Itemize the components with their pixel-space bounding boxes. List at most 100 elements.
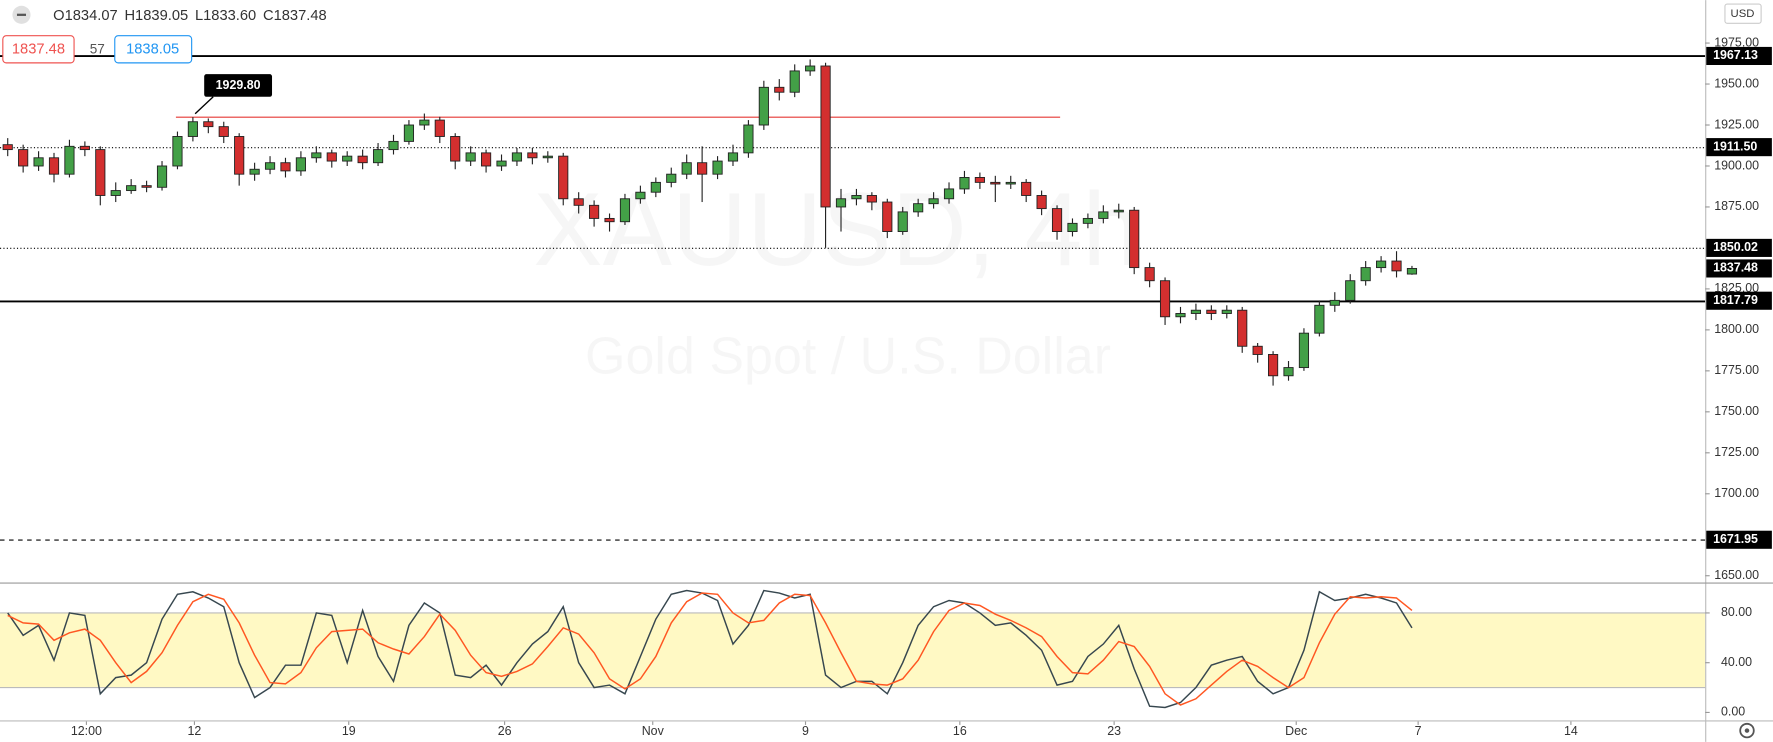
x-tick-label: 7 bbox=[1415, 724, 1422, 738]
price-label: 1911.50 bbox=[1713, 139, 1757, 153]
open-value: O1834.07 bbox=[53, 8, 118, 24]
candle-body bbox=[172, 136, 183, 167]
candle-body bbox=[712, 160, 723, 175]
candle-body bbox=[1159, 280, 1171, 318]
candle-body bbox=[558, 155, 569, 200]
candle-body bbox=[249, 168, 260, 175]
y-tick-label: 1975.00 bbox=[1714, 35, 1759, 49]
candle-body bbox=[1098, 211, 1109, 219]
y-tick-label: 1750.00 bbox=[1714, 404, 1759, 418]
candle-body bbox=[589, 204, 600, 219]
candle-body bbox=[882, 201, 893, 232]
x-tick-label: Nov bbox=[642, 724, 665, 738]
x-tick-label: 9 bbox=[802, 724, 809, 738]
candle-body bbox=[619, 198, 631, 223]
y-tick-label: 1800.00 bbox=[1714, 322, 1759, 336]
ohlc-values: O1834.07 H1839.05 L1833.60 C1837.48 bbox=[53, 8, 327, 24]
candle-body bbox=[835, 198, 847, 208]
candle-body bbox=[1267, 354, 1279, 377]
candle-body bbox=[342, 155, 353, 162]
overbought-band bbox=[0, 612, 1706, 688]
x-tick-label: 16 bbox=[953, 724, 967, 738]
candle-body bbox=[1376, 260, 1387, 269]
sell-button[interactable] bbox=[2, 35, 75, 64]
x-tick-label: Dec bbox=[1285, 724, 1307, 738]
candle-body bbox=[1067, 222, 1078, 232]
buy-button[interactable] bbox=[114, 35, 193, 64]
candle-body bbox=[1298, 332, 1310, 369]
y-tick-label: 1725.00 bbox=[1714, 445, 1759, 459]
candle-body bbox=[141, 185, 152, 188]
candle-body bbox=[1345, 280, 1356, 301]
spread: 57 bbox=[90, 41, 105, 56]
price-label: 1967.13 bbox=[1713, 48, 1758, 62]
candle-body bbox=[697, 162, 708, 175]
header: O1834.07 H1839.05 L1833.60 C1837.48 1837.48… bbox=[2, 3, 1762, 64]
gear-center bbox=[1744, 728, 1750, 733]
candle-body bbox=[1360, 267, 1371, 282]
price-label-box bbox=[1706, 46, 1772, 66]
candle-body bbox=[450, 136, 461, 162]
candle-body bbox=[943, 188, 955, 200]
candle-body bbox=[542, 155, 553, 159]
candle-body bbox=[851, 195, 862, 200]
candle-body bbox=[496, 160, 507, 167]
candle-body bbox=[866, 195, 877, 203]
price-label: 1837.48 bbox=[1713, 261, 1758, 275]
candle-body bbox=[372, 149, 384, 164]
candle-body bbox=[1206, 309, 1217, 314]
candle-body bbox=[33, 157, 44, 167]
candle-body bbox=[187, 121, 198, 137]
plot-area: 1929.80 bbox=[0, 55, 1706, 709]
candle-body bbox=[1190, 309, 1202, 314]
watermark-symbol: XAUUSD, 4h bbox=[533, 172, 1140, 288]
candle-body bbox=[1082, 217, 1093, 224]
candle-body bbox=[635, 191, 646, 200]
price-label-box bbox=[1706, 259, 1772, 278]
gear-icon bbox=[1739, 722, 1755, 739]
candle-body bbox=[311, 152, 322, 159]
candle-body bbox=[95, 149, 106, 196]
oscillator-line bbox=[7, 592, 1413, 706]
candle-body bbox=[1221, 309, 1232, 314]
y-tick-label: 1950.00 bbox=[1714, 76, 1759, 90]
candle-body bbox=[913, 203, 924, 213]
candle-body bbox=[897, 211, 908, 232]
candle-body bbox=[434, 119, 445, 137]
candle-body bbox=[64, 145, 75, 175]
y-tick-label: 1775.00 bbox=[1714, 363, 1759, 377]
candle-body bbox=[928, 198, 939, 205]
y-tick-label: 80.00 bbox=[1721, 605, 1752, 619]
candle-body bbox=[1406, 267, 1418, 275]
y-tick-label: 40.00 bbox=[1721, 655, 1752, 669]
candle-body bbox=[1391, 260, 1402, 272]
low-value: L1833.60 bbox=[195, 8, 256, 24]
candle-body bbox=[388, 140, 399, 151]
candle-body bbox=[126, 185, 137, 192]
settings-button[interactable] bbox=[1739, 722, 1755, 739]
candle-body bbox=[403, 124, 415, 142]
close-value: C1837.48 bbox=[263, 8, 327, 24]
candle-body bbox=[234, 136, 245, 175]
candle-body bbox=[681, 162, 692, 175]
candle-body bbox=[1021, 181, 1032, 196]
callout-box bbox=[204, 74, 273, 97]
candle-body bbox=[1314, 304, 1325, 334]
price-axis: 1650.00 1700.00 1725.00 1750.00 1775.00 1800.… bbox=[1705, 35, 1772, 719]
callout-label: 1929.80 bbox=[216, 78, 261, 92]
x-tick-label: 12:00 bbox=[71, 724, 102, 738]
candle-body bbox=[650, 181, 661, 193]
candle-body bbox=[743, 124, 754, 154]
candle-body bbox=[18, 149, 29, 167]
candle-body bbox=[1036, 195, 1047, 210]
currency-button[interactable] bbox=[1724, 3, 1762, 24]
candle-body bbox=[974, 177, 985, 183]
y-tick-label: 1900.00 bbox=[1714, 158, 1759, 172]
candle-body bbox=[1329, 299, 1340, 306]
y-tick-label: 1875.00 bbox=[1714, 199, 1759, 213]
x-tick-label: 19 bbox=[342, 724, 356, 738]
candle-body bbox=[481, 152, 492, 167]
candle-body bbox=[666, 173, 677, 183]
candle-body bbox=[527, 152, 538, 159]
